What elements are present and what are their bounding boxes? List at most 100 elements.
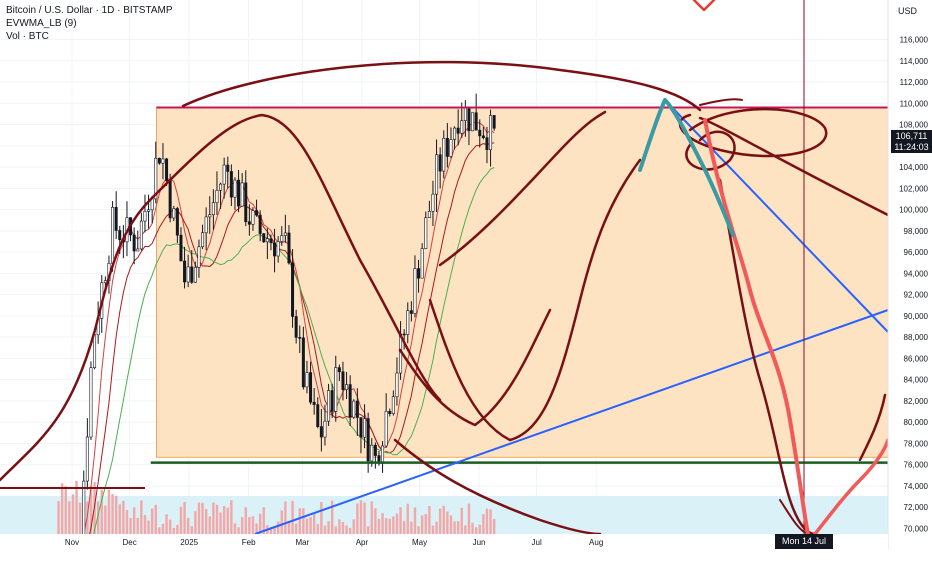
currency-label[interactable]: USD [898,6,918,16]
volume-label[interactable]: Vol · BTC [6,31,49,42]
candle-body [219,183,223,191]
price-tick-label: 86,000 [904,354,929,363]
candle-body [204,216,208,234]
price-axis[interactable]: 116,000114,000112,000110,000108,000106,0… [887,0,932,550]
candle-body [384,410,388,447]
candle-body [111,207,115,264]
volume-bar [338,519,341,534]
candle-body [316,404,320,427]
volume-bar [262,507,265,534]
volume-bar [158,527,161,534]
candle-body [442,137,446,172]
candle [301,326,305,390]
volume-bar [294,523,298,534]
time-tick-label: Apr [356,538,369,547]
volume-bar [327,521,330,534]
projection-rebound [813,438,890,536]
candle-body [233,179,237,198]
candle [251,207,255,231]
price-tick-label: 78,000 [904,439,929,448]
candle [453,126,457,150]
volume-bar [269,527,273,534]
candle-body [215,190,219,203]
candle [391,390,395,416]
candle-body [492,115,496,129]
candle-body [154,157,158,200]
volume-bar [114,495,118,534]
volume-bar [341,521,345,534]
candle [424,211,428,250]
candle [330,383,334,419]
range-box[interactable] [155,107,889,458]
indicator-label[interactable]: EVWMA_LB (9) [6,18,77,29]
volume-bar [212,502,215,534]
volume-bar [374,508,377,534]
candle [363,404,367,449]
candle-body [330,390,334,412]
volume-bar [132,507,136,534]
volume-bar [312,513,316,534]
candle-body [319,426,323,438]
volume-bar [467,503,471,534]
volume-bar [89,486,93,534]
volume-bar [176,524,179,534]
candle-body [255,210,259,216]
candlestick-series [58,93,496,550]
candle [222,157,226,199]
time-axis-background [0,534,888,550]
candle-body [481,135,485,138]
small-loop [685,130,736,171]
volume-bar [194,511,197,534]
candle [438,147,442,189]
candle-body [309,372,313,403]
candle-body [391,396,395,414]
candle [381,441,385,473]
volume-bar [482,514,485,534]
candle [355,388,359,436]
candle-body [93,334,97,369]
moving-average-line [89,167,495,550]
candle-body [244,182,248,223]
candle-body [348,384,352,418]
time-axis[interactable]: Nov Dec 2025 Feb Mar Apr May Jun Jul Aug [0,534,888,550]
volume-bar [68,501,71,534]
candle [211,189,215,230]
volume-bar [392,516,395,534]
candle-body [291,262,295,317]
volume-bar [420,515,424,534]
candle-body [136,248,140,252]
candle [143,194,147,233]
candle-body [211,202,215,215]
candle [85,418,89,490]
candle-body [85,436,89,482]
volume-bar [356,503,359,534]
candle-body [460,120,464,134]
price-tick-label: 80,000 [904,418,929,427]
drawings[interactable] [0,0,890,536]
price-tick-label: 74,000 [904,482,929,491]
candle [309,361,313,405]
candle-body [337,367,341,373]
candle-body [435,154,439,195]
candle-body [456,127,460,134]
candle [341,361,345,401]
symbol-title[interactable]: Bitcoin / U.S. Dollar · 1D · BITSTAMP [6,5,173,16]
candle-body [467,107,471,132]
time-tick-label: Nov [65,538,79,547]
candle-body [373,444,377,456]
volume-bar [402,520,406,534]
volume-bar [215,504,219,534]
candle-body [298,337,302,339]
volume-bar [244,507,247,534]
chart-canvas[interactable]: 116,000114,000112,000110,000108,000106,0… [0,0,932,550]
volume-bar [240,517,244,534]
candle [229,164,233,207]
candle-body [305,372,309,388]
candle-body [229,171,233,198]
price-tick-label: 110,000 [900,99,929,108]
price-tick-label: 76,000 [904,461,929,470]
volume-bar [428,505,431,534]
candle [373,442,377,469]
candle [305,360,309,394]
price-tick-label: 112,000 [900,78,929,87]
